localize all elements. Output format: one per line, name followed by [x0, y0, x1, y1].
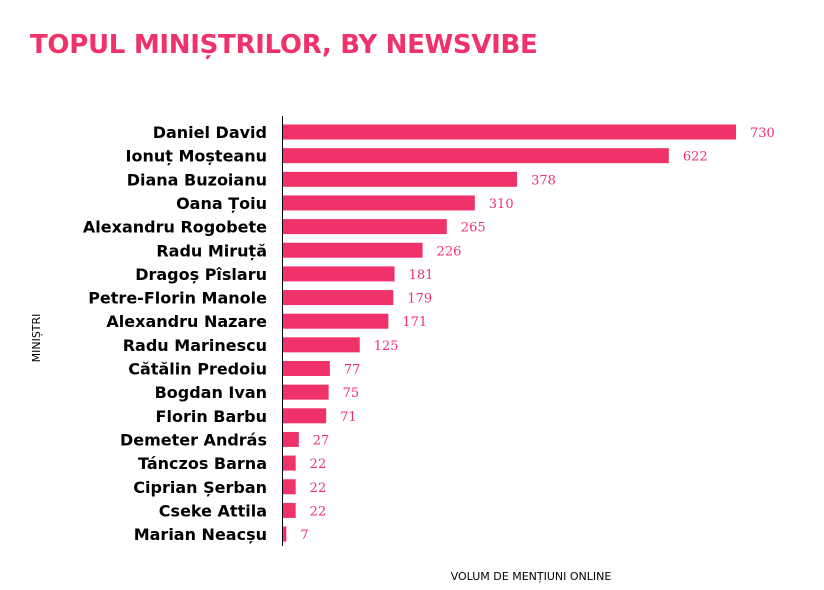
bar	[282, 408, 327, 424]
value-label: 730	[750, 126, 775, 141]
value-label: 622	[683, 150, 708, 165]
category-label: Radu Marinescu	[123, 336, 267, 355]
bar	[282, 171, 518, 187]
bar	[282, 242, 423, 258]
value-label: 125	[374, 339, 399, 354]
category-label: Daniel David	[153, 123, 267, 142]
bar	[282, 455, 296, 471]
value-label: 310	[489, 197, 514, 212]
bar	[282, 148, 669, 164]
value-label: 171	[402, 315, 427, 330]
category-label: Tánczos Barna	[138, 454, 267, 473]
bar	[282, 431, 299, 447]
value-label: 226	[437, 244, 462, 259]
bar	[282, 266, 395, 282]
category-label: Radu Miruță	[156, 241, 267, 260]
bar	[282, 313, 389, 329]
bar	[282, 290, 394, 306]
value-label: 75	[343, 386, 360, 401]
category-label: Oana Țoiu	[176, 194, 267, 213]
bars-group: Daniel David 730 Ionuț Moșteanu 622 Diana Bu…	[83, 123, 775, 544]
category-label: Bogdan Ivan	[155, 383, 267, 402]
category-label: Ionuț Moșteanu	[126, 147, 267, 166]
category-label: Demeter András	[120, 430, 267, 449]
bar	[282, 384, 329, 400]
value-label: 179	[407, 292, 432, 307]
bar	[282, 502, 296, 518]
category-label: Petre-Florin Manole	[88, 289, 267, 308]
category-label: Cătălin Predoiu	[128, 360, 267, 379]
category-label: Diana Buzoianu	[127, 170, 267, 189]
bar	[282, 124, 736, 140]
chart-title: TOPUL MINIȘTRILOR, BY NEWSVIBE	[30, 30, 538, 60]
value-label: 77	[344, 363, 361, 378]
bar	[282, 361, 330, 376]
value-label: 22	[310, 504, 327, 519]
value-label: 71	[340, 410, 357, 425]
bar	[282, 337, 360, 353]
category-label: Marian Neacșu	[134, 525, 267, 544]
category-label: Florin Barbu	[156, 407, 267, 426]
bar	[282, 479, 296, 495]
value-label: 22	[310, 457, 327, 472]
bar	[282, 195, 475, 211]
bar	[282, 219, 447, 235]
category-label: Alexandru Rogobete	[83, 218, 267, 237]
category-label: Cseke Attila	[159, 501, 267, 520]
value-label: 22	[310, 481, 327, 496]
category-label: Ciprian Șerban	[133, 478, 267, 497]
x-axis-title: VOLUM DE MENȚIUNI ONLINE	[451, 570, 612, 583]
value-label: 27	[313, 433, 330, 448]
category-label: Alexandru Nazare	[106, 312, 267, 331]
value-label: 378	[531, 173, 556, 188]
category-label: Dragoș Pîslaru	[135, 265, 267, 284]
y-axis-title: MINIȘTRI	[30, 314, 43, 363]
value-label: 265	[461, 221, 486, 236]
value-label: 7	[300, 528, 308, 543]
bar	[282, 526, 287, 542]
value-label: 181	[409, 268, 434, 283]
